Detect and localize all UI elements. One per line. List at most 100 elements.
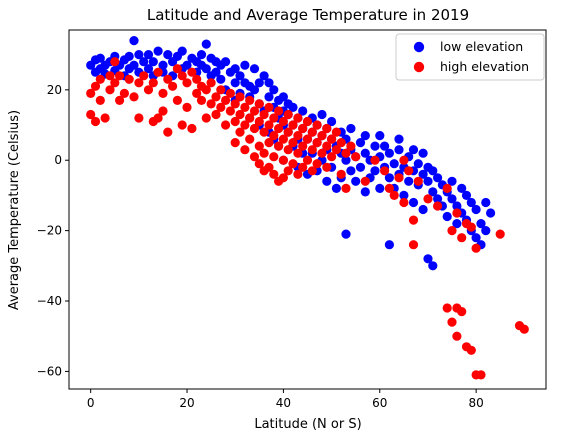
low-elevation-point bbox=[216, 74, 226, 84]
high-elevation-point bbox=[254, 141, 264, 151]
high-elevation-point bbox=[360, 176, 370, 186]
high-elevation-point bbox=[327, 134, 337, 144]
high-elevation-point bbox=[327, 152, 337, 162]
low-elevation-point bbox=[423, 254, 433, 264]
high-elevation-point bbox=[447, 226, 457, 236]
high-elevation-point bbox=[380, 166, 390, 176]
low-elevation-point bbox=[384, 240, 394, 250]
low-elevation-point bbox=[124, 51, 134, 62]
plot-frame bbox=[68, 29, 547, 390]
high-elevation-point bbox=[221, 120, 231, 130]
high-elevation-point bbox=[423, 194, 433, 204]
low-elevation-point bbox=[370, 141, 380, 151]
high-elevation-point bbox=[442, 303, 452, 313]
high-elevation-point bbox=[221, 95, 231, 105]
high-elevation-point bbox=[283, 145, 293, 155]
high-elevation-point bbox=[216, 85, 226, 95]
high-elevation-point bbox=[254, 116, 264, 127]
y-axis-title: Average Temperature (Celsius) bbox=[7, 110, 22, 310]
low-elevation-point bbox=[447, 194, 457, 204]
low-elevation-point bbox=[235, 71, 245, 81]
high-elevation-point bbox=[90, 116, 101, 127]
low-elevation-point bbox=[418, 148, 428, 158]
high-elevation-point bbox=[331, 145, 341, 155]
high-elevation-point bbox=[110, 78, 120, 88]
legend-label-high-elevation: high elevation bbox=[440, 59, 529, 74]
high-elevation-point bbox=[264, 162, 274, 172]
low-elevation-point bbox=[384, 148, 394, 158]
high-elevation-point bbox=[341, 183, 351, 193]
high-elevation-point bbox=[278, 173, 288, 183]
high-elevation-point bbox=[298, 123, 308, 134]
high-elevation-point bbox=[312, 159, 322, 169]
low-elevation-point bbox=[346, 166, 356, 176]
low-elevation-point bbox=[452, 201, 462, 211]
x-tick-label: 0 bbox=[87, 396, 95, 410]
low-elevation-point bbox=[143, 64, 154, 74]
high-elevation-point bbox=[110, 57, 120, 67]
low-elevation-point bbox=[129, 36, 139, 46]
low-elevation-point bbox=[346, 123, 356, 134]
high-elevation-point bbox=[153, 67, 163, 77]
low-elevation-point bbox=[452, 219, 462, 229]
high-elevation-point bbox=[187, 123, 197, 134]
low-elevation-point bbox=[278, 92, 288, 102]
high-elevation-point bbox=[346, 141, 356, 151]
low-elevation-point bbox=[331, 183, 341, 193]
high-elevation-point bbox=[404, 166, 414, 176]
high-elevation-point bbox=[245, 95, 255, 105]
high-elevation-point bbox=[519, 324, 529, 334]
y-tick-label: −60 bbox=[37, 364, 62, 378]
high-elevation-point bbox=[312, 138, 322, 148]
high-elevation-point bbox=[264, 138, 274, 148]
low-elevation-point bbox=[201, 39, 211, 49]
high-elevation-point bbox=[153, 113, 163, 123]
low-elevation-point bbox=[408, 197, 419, 208]
high-elevation-point bbox=[119, 88, 129, 98]
legend-marker-low-elevation bbox=[413, 41, 425, 53]
low-elevation-point bbox=[196, 50, 207, 60]
high-elevation-point bbox=[245, 134, 255, 144]
high-elevation-point bbox=[293, 148, 303, 158]
low-elevation-point bbox=[182, 60, 192, 70]
high-elevation-point bbox=[211, 92, 221, 102]
low-elevation-point bbox=[327, 116, 337, 127]
y-axis: −60 −40 −20 0 20 bbox=[37, 83, 69, 378]
x-tick-label: 40 bbox=[276, 396, 291, 410]
high-elevation-point bbox=[172, 64, 182, 74]
low-elevation-point bbox=[201, 64, 211, 74]
high-elevation-point bbox=[433, 201, 443, 211]
high-elevation-point bbox=[495, 229, 505, 239]
low-elevation-point bbox=[249, 85, 260, 95]
low-elevation-point bbox=[394, 134, 404, 144]
high-elevation-point bbox=[177, 71, 187, 81]
high-elevation-point bbox=[230, 99, 240, 109]
low-elevation-point bbox=[230, 64, 240, 74]
high-elevation-point bbox=[90, 81, 101, 91]
high-elevation-point bbox=[158, 88, 168, 98]
high-elevation-point bbox=[317, 148, 327, 158]
low-elevation-point bbox=[341, 229, 351, 239]
high-elevation-point bbox=[264, 102, 274, 112]
high-elevation-point bbox=[216, 102, 226, 112]
low-elevation-point bbox=[418, 169, 428, 179]
low-elevation-point bbox=[433, 173, 443, 183]
low-elevation-point bbox=[461, 190, 472, 200]
high-elevation-point bbox=[447, 317, 457, 327]
low-elevation-point bbox=[351, 176, 361, 186]
high-elevation-point bbox=[269, 131, 279, 141]
low-elevation-point bbox=[240, 60, 250, 70]
high-elevation-point bbox=[413, 176, 423, 186]
high-elevation-point bbox=[100, 113, 110, 123]
high-elevation-point bbox=[293, 169, 303, 179]
low-elevation-point bbox=[264, 92, 274, 102]
high-elevation-point bbox=[259, 127, 269, 137]
high-elevation-point bbox=[235, 92, 245, 102]
low-elevation-point bbox=[360, 187, 370, 197]
high-elevation-point bbox=[457, 307, 467, 317]
x-axis-title: Latitude (N or S) bbox=[254, 417, 361, 432]
high-elevation-point bbox=[86, 88, 96, 98]
high-elevation-point bbox=[143, 85, 154, 95]
high-elevation-point bbox=[307, 145, 317, 155]
low-elevation-point bbox=[269, 85, 279, 95]
